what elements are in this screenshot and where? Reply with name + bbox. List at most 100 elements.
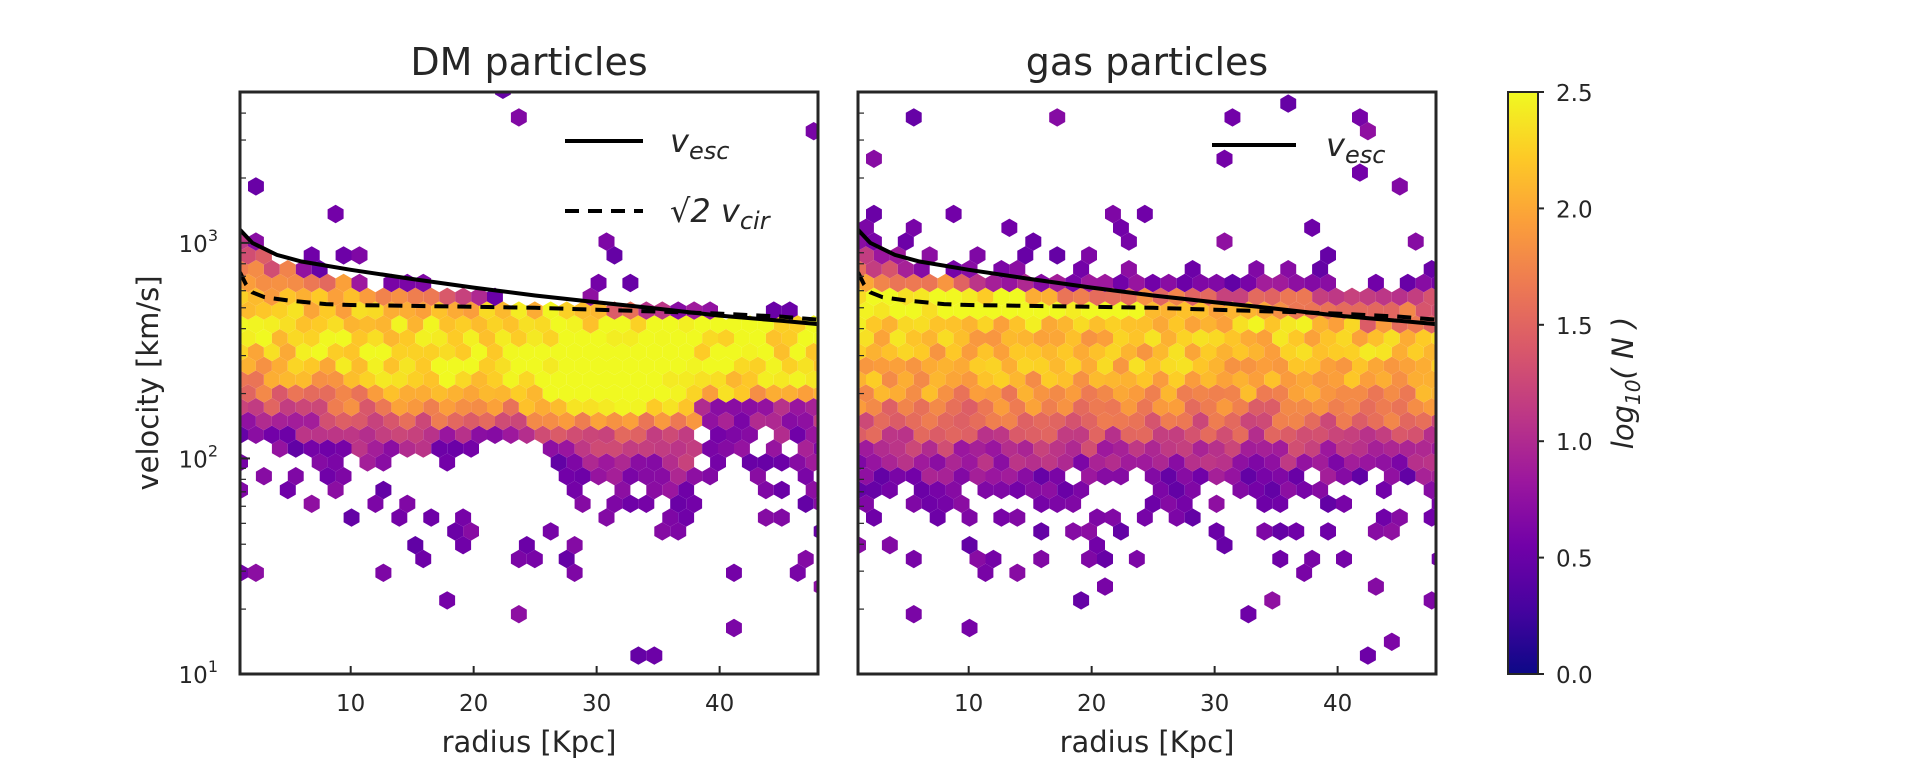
hex-cell — [969, 356, 986, 375]
hex-cell — [598, 342, 615, 362]
hex-cell — [881, 287, 898, 306]
hex-cell — [327, 315, 344, 334]
hex-cell — [415, 356, 432, 375]
hex-cell — [654, 384, 671, 403]
hex-cell — [977, 398, 994, 417]
hex-cell — [263, 287, 280, 306]
hex-cell — [271, 411, 288, 431]
hex-cell — [614, 370, 631, 389]
hex-cell — [789, 563, 806, 582]
hex-cell — [822, 315, 838, 333]
hex-cell — [1176, 273, 1193, 293]
hex-cell — [781, 384, 798, 403]
hex-cell — [1113, 384, 1129, 403]
hex-cell — [1033, 549, 1050, 569]
hex-cell — [1312, 287, 1329, 306]
hex-cell — [407, 398, 424, 417]
hex-cell — [1232, 342, 1249, 362]
hex-cell — [765, 439, 782, 458]
hex-cell — [1184, 342, 1201, 362]
hex-cell — [1336, 411, 1352, 431]
hex-cell — [1391, 287, 1408, 306]
hex-cell — [1399, 356, 1416, 375]
hex-cell — [1208, 439, 1225, 458]
hex-cell — [1264, 425, 1281, 444]
hex-cell — [961, 315, 978, 334]
hex-cell — [1057, 453, 1074, 472]
hex-cell — [1248, 315, 1265, 334]
hex-cell — [1160, 301, 1177, 320]
hex-cell — [1423, 398, 1436, 417]
hex-cell — [670, 329, 687, 348]
hex-cell — [279, 398, 296, 417]
hex-cell — [1136, 370, 1153, 389]
hex-cell — [558, 384, 575, 403]
hex-cell — [1272, 549, 1289, 569]
hex-cell — [702, 329, 718, 348]
hex-cell — [1144, 384, 1161, 403]
hex-cell — [1312, 260, 1329, 279]
hex-cell — [881, 480, 898, 500]
hex-cell — [327, 453, 344, 472]
hex-cell — [726, 370, 742, 389]
hex-cell — [1017, 467, 1034, 486]
gas-y-minor-ticks — [858, 91, 864, 610]
hex-cell — [510, 356, 527, 375]
hex-cell — [335, 246, 352, 265]
hex-cell — [646, 425, 663, 444]
hex-cell — [1073, 398, 1090, 417]
hex-cell — [1025, 480, 1042, 500]
hex-cell — [1383, 522, 1400, 541]
hex-cell — [654, 522, 671, 541]
hex-cell — [471, 342, 487, 362]
hex-cell — [1089, 315, 1105, 334]
hex-cell — [471, 287, 487, 306]
hex-cell — [1320, 246, 1336, 265]
hex-cell — [1280, 260, 1297, 279]
hex-cell — [375, 287, 392, 306]
hex-cell — [873, 329, 890, 348]
hex-cell — [905, 411, 922, 431]
hex-cell — [1224, 108, 1241, 127]
hex-cell — [977, 287, 994, 306]
hex-cell — [773, 480, 790, 500]
hex-cell — [1264, 453, 1281, 472]
hex-cell — [391, 370, 408, 389]
hex-cell — [670, 439, 687, 458]
hex-cell — [1240, 439, 1257, 458]
x-tick-label: 40 — [705, 691, 734, 717]
hex-cell — [993, 342, 1010, 362]
hex-cell — [1431, 551, 1436, 567]
hex-cell — [741, 453, 758, 472]
hex-cell — [866, 480, 882, 500]
hex-cell — [1407, 398, 1424, 417]
hex-cell — [1184, 480, 1201, 500]
hex-cell — [1073, 480, 1090, 500]
hex-cell — [1415, 356, 1432, 375]
hex-cell — [518, 536, 535, 555]
hex-cell — [1033, 467, 1050, 486]
x-tick-label: 30 — [1200, 691, 1229, 717]
hex-cell — [1352, 356, 1368, 375]
hex-cell — [1136, 315, 1153, 334]
hex-cell — [351, 411, 368, 431]
hex-cell — [343, 370, 360, 389]
hex-cell — [1272, 356, 1289, 375]
hex-cell — [343, 398, 360, 417]
hex-cell — [1224, 439, 1241, 458]
hex-cell — [929, 287, 946, 306]
hex-cell — [654, 329, 671, 348]
hex-cell — [606, 329, 623, 348]
hex-cell — [1192, 439, 1209, 458]
hex-cell — [303, 329, 320, 348]
hex-cell — [993, 480, 1010, 500]
hex-cell — [526, 411, 543, 431]
hex-cell — [1208, 273, 1225, 293]
hex-cell — [662, 370, 679, 389]
hex-cell — [789, 370, 806, 389]
hex-cell — [391, 508, 408, 527]
hex-cell — [1304, 273, 1321, 293]
hex-cell — [383, 356, 400, 375]
hex-cell — [1017, 246, 1034, 265]
hex-cell — [1240, 411, 1257, 431]
